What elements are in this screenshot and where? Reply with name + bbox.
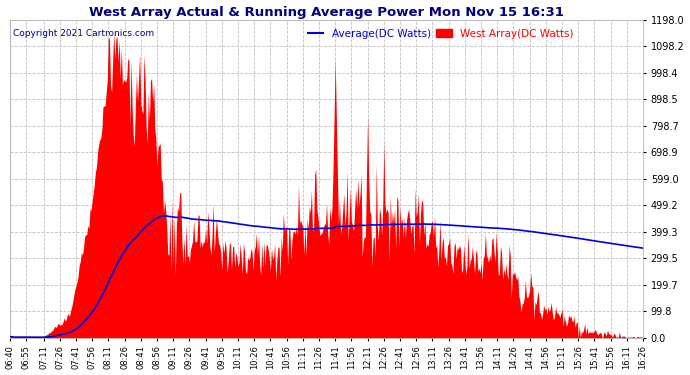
Legend: Average(DC Watts), West Array(DC Watts): Average(DC Watts), West Array(DC Watts)	[304, 25, 578, 43]
Title: West Array Actual & Running Average Power Mon Nov 15 16:31: West Array Actual & Running Average Powe…	[89, 6, 564, 18]
Text: Copyright 2021 Cartronics.com: Copyright 2021 Cartronics.com	[13, 29, 155, 38]
